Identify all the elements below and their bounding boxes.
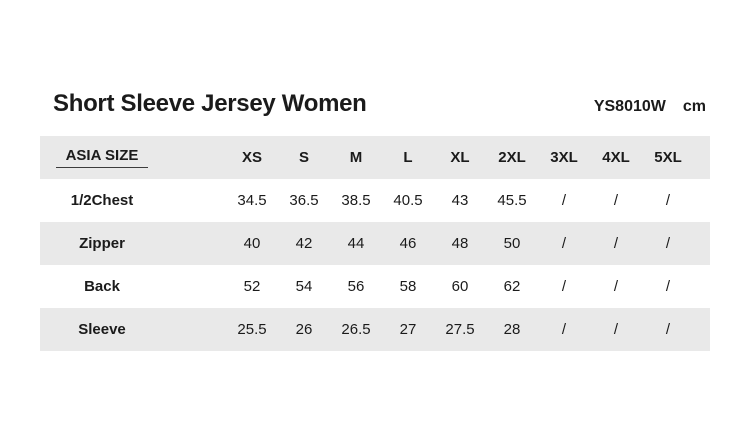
cell-value: 34.5 [237, 192, 267, 209]
table-row: Sleeve 25.5 26 26.5 27 27.5 28 / / / [40, 308, 710, 351]
cell-value: 48 [451, 235, 469, 252]
cell-value: / [665, 192, 671, 209]
page-header: Short Sleeve Jersey Women YS8010W cm [53, 90, 706, 118]
cell-value: 36.5 [289, 192, 319, 209]
cell-value: 45.5 [497, 192, 527, 209]
cell-value: 60 [451, 278, 469, 295]
cell-value: 28 [503, 321, 521, 338]
size-column-header: 5XL [654, 149, 682, 166]
cell-value: / [561, 321, 567, 338]
cell-value: / [561, 235, 567, 252]
table-row: 1/2Chest 34.5 36.5 38.5 40.5 43 45.5 / / / [40, 179, 710, 222]
cell-value: 25.5 [237, 321, 267, 338]
cell-value: 54 [295, 278, 313, 295]
cell-value: 58 [399, 278, 417, 295]
model-info: YS8010W cm [594, 98, 706, 116]
size-column-header: 3XL [550, 149, 578, 166]
cell-value: / [561, 192, 567, 209]
cell-value: 26.5 [341, 321, 371, 338]
cell-value: 40 [243, 235, 261, 252]
table-row: Back 52 54 56 58 60 62 / / / [40, 265, 710, 308]
cell-value: 43 [451, 192, 469, 209]
cell-value: 27.5 [445, 321, 475, 338]
cell-value: 56 [347, 278, 365, 295]
cell-value: / [613, 192, 619, 209]
row-label: Back [84, 278, 120, 295]
page-title: Short Sleeve Jersey Women [53, 90, 367, 117]
cell-value: 50 [503, 235, 521, 252]
cell-value: 42 [295, 235, 313, 252]
size-column-header: XL [450, 149, 470, 166]
size-table: ASIA SIZE XS S M L XL 2XL 3XL 4XL 5XL 1/2Chest 34.5… [40, 136, 710, 351]
cell-value: / [613, 321, 619, 338]
model-code: YS8010W [593, 98, 666, 115]
cell-value: 46 [399, 235, 417, 252]
size-column-header: 2XL [498, 149, 526, 166]
cell-value: 52 [243, 278, 261, 295]
asia-size-header-cell: ASIA SIZE [40, 136, 226, 179]
asia-size-label: ASIA SIZE [55, 147, 149, 168]
unit-label: cm [682, 98, 706, 115]
cell-value: / [561, 278, 567, 295]
cell-value: / [665, 235, 671, 252]
size-column-header: M [349, 149, 363, 166]
cell-value: / [613, 235, 619, 252]
cell-value: 26 [295, 321, 313, 338]
cell-value: 38.5 [341, 192, 371, 209]
row-label: 1/2Chest [70, 192, 134, 209]
cell-value: / [665, 278, 671, 295]
cell-value: / [665, 321, 671, 338]
table-header-row: ASIA SIZE XS S M L XL 2XL 3XL 4XL 5XL [40, 136, 710, 179]
cell-value: / [613, 278, 619, 295]
table-row: Zipper 40 42 44 46 48 50 / / / [40, 222, 710, 265]
cell-value: 27 [399, 321, 417, 338]
cell-value: 44 [347, 235, 365, 252]
size-column-header: XS [241, 149, 262, 166]
row-label: Zipper [79, 235, 125, 252]
cell-value: 40.5 [393, 192, 423, 209]
size-column-header: L [403, 149, 413, 166]
cell-value: 62 [503, 278, 521, 295]
size-column-header: 4XL [602, 149, 630, 166]
size-column-header: S [298, 149, 309, 166]
row-label: Sleeve [78, 321, 126, 338]
